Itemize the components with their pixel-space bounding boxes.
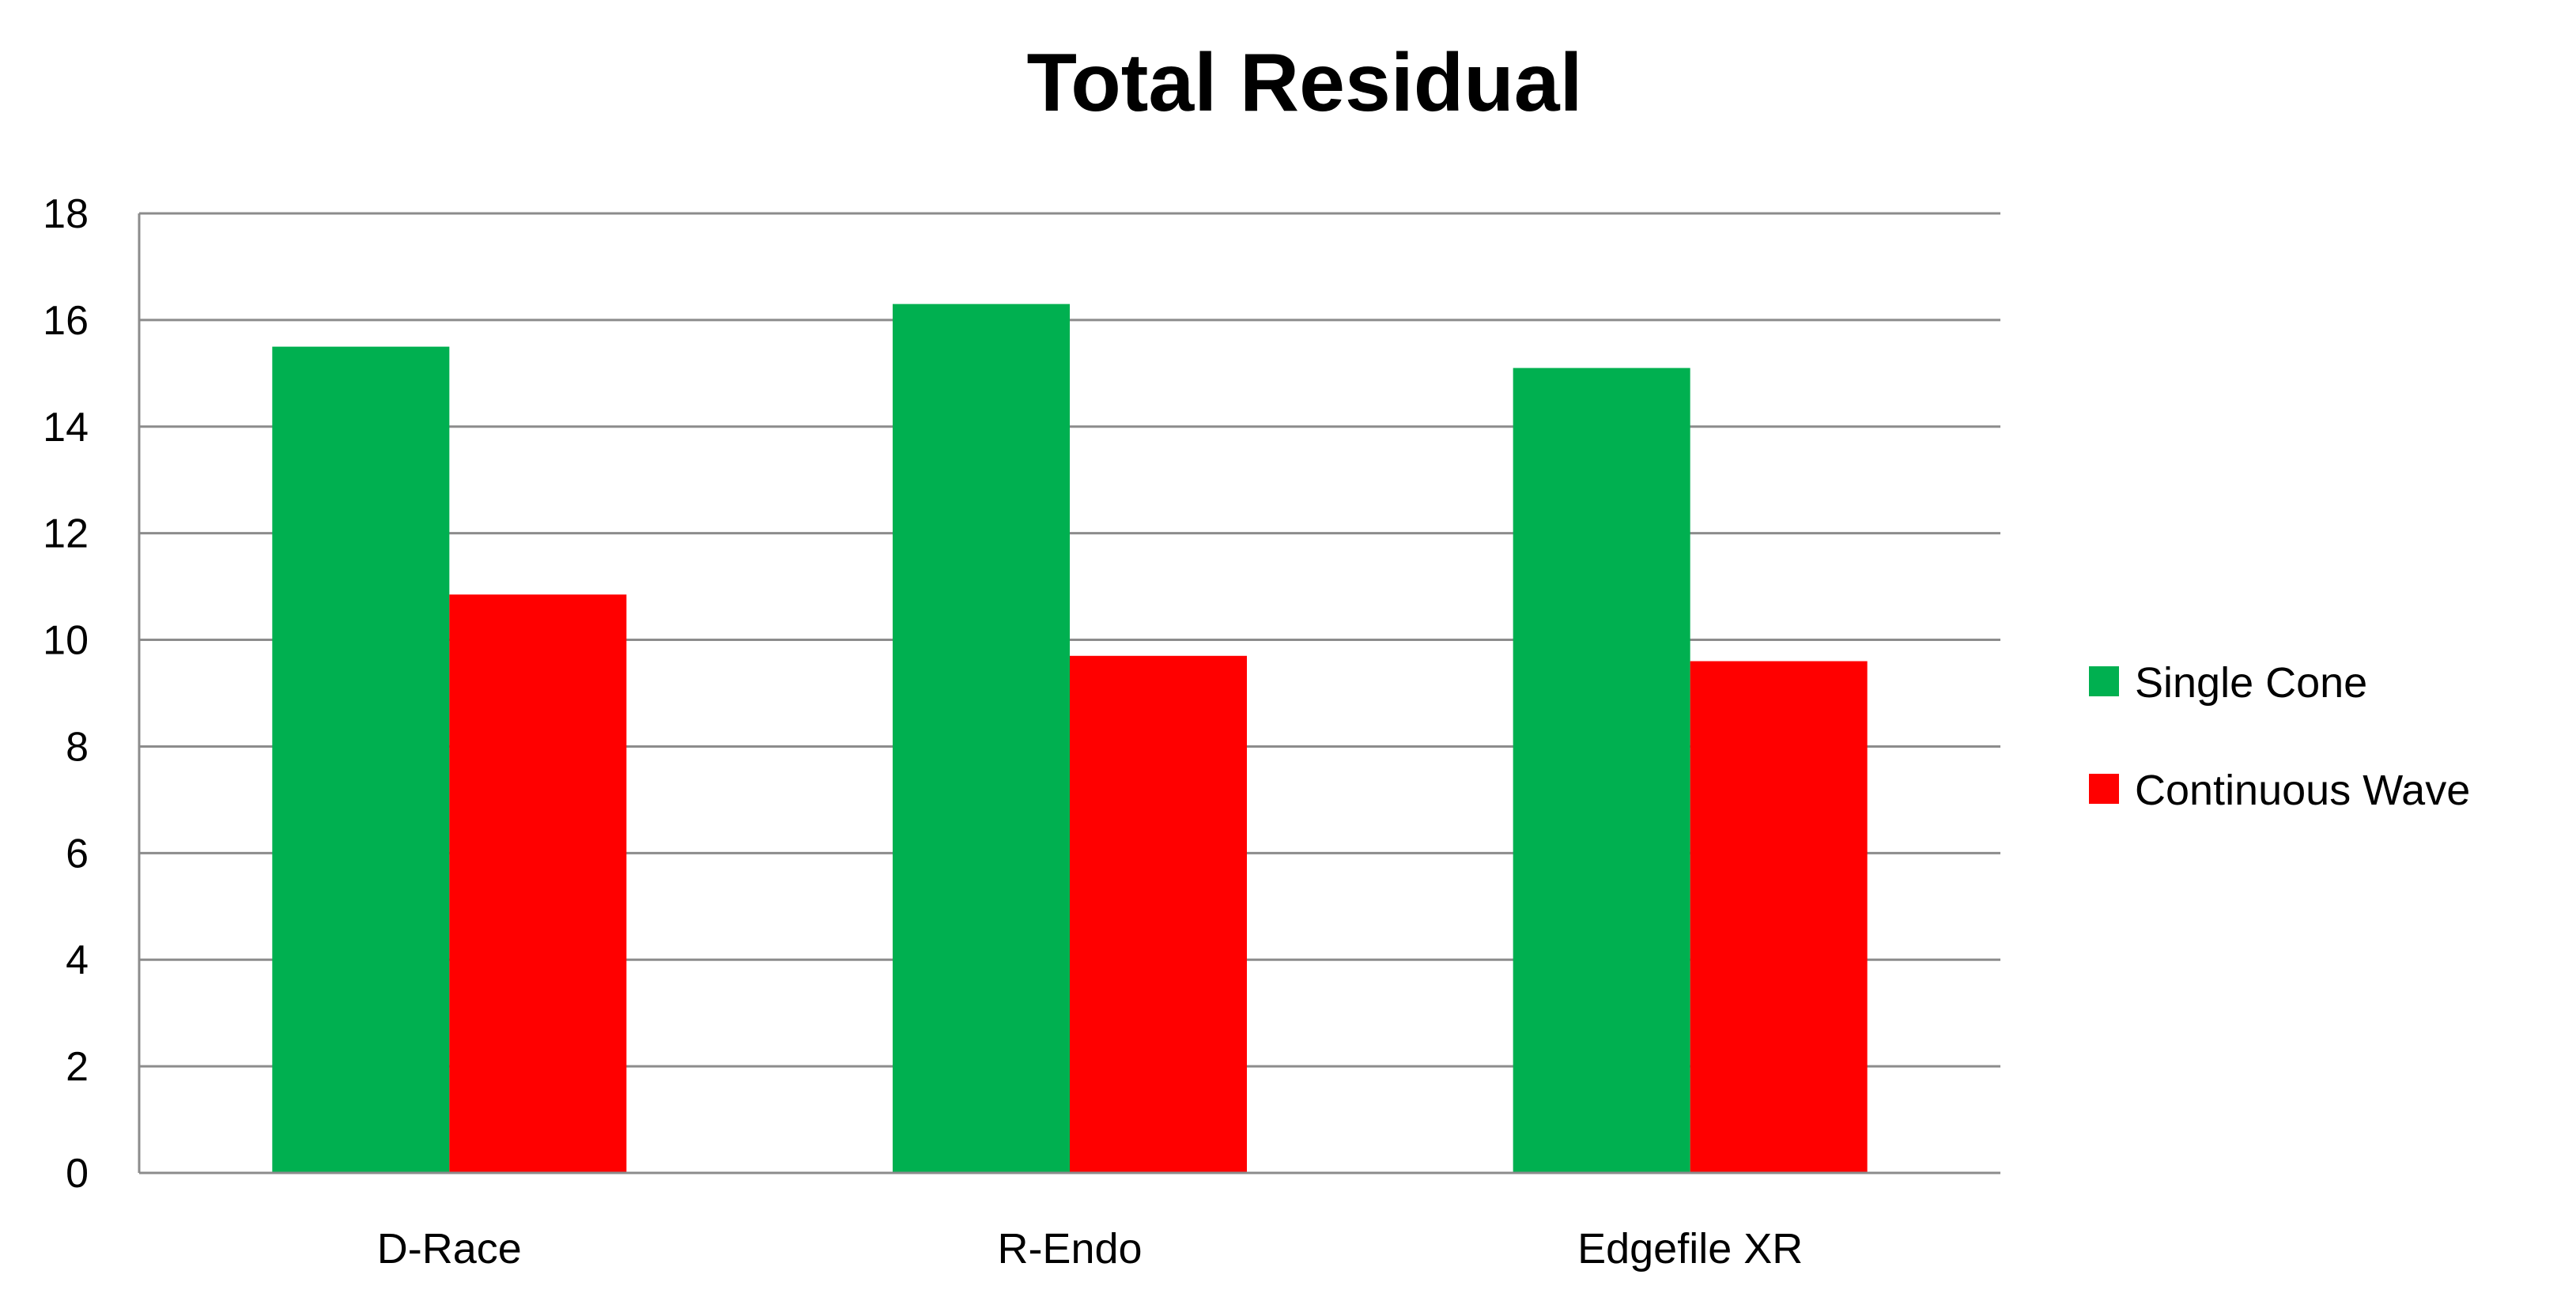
bar-continuous-wave xyxy=(449,594,627,1173)
legend: Single Cone Continuous Wave xyxy=(2089,659,2470,814)
bar-single-cone xyxy=(272,346,450,1174)
y-tick-label: 8 xyxy=(66,724,89,770)
y-tick-label: 18 xyxy=(43,191,89,237)
y-tick-label: 12 xyxy=(43,511,89,557)
chart-title: Total Residual xyxy=(1026,37,1582,129)
bars xyxy=(272,304,1868,1174)
bar-single-cone xyxy=(893,304,1070,1174)
y-tick-label: 6 xyxy=(66,831,89,877)
x-category-label: R-Endo xyxy=(997,1225,1142,1272)
y-tick-label: 2 xyxy=(66,1044,89,1090)
y-tick-label: 16 xyxy=(43,298,89,344)
bar-single-cone xyxy=(1513,368,1690,1174)
legend-swatch xyxy=(2089,666,2119,696)
legend-label: Single Cone xyxy=(2135,659,2367,707)
x-category-label: D-Race xyxy=(377,1225,522,1272)
axes: 0 2 4 6 8 10 12 14 16 18 D-Race R-Endo Edgefile XR xyxy=(43,191,2000,1272)
y-tick-label: 4 xyxy=(66,937,89,983)
y-tick-label: 10 xyxy=(43,618,89,664)
y-tick-label: 14 xyxy=(43,405,89,451)
x-category-label: Edgefile XR xyxy=(1577,1225,1803,1272)
bar-continuous-wave xyxy=(1070,655,1247,1173)
legend-swatch xyxy=(2089,774,2119,804)
bar-continuous-wave xyxy=(1690,661,1868,1173)
y-tick-label: 0 xyxy=(66,1151,89,1197)
legend-label: Continuous Wave xyxy=(2135,767,2470,814)
